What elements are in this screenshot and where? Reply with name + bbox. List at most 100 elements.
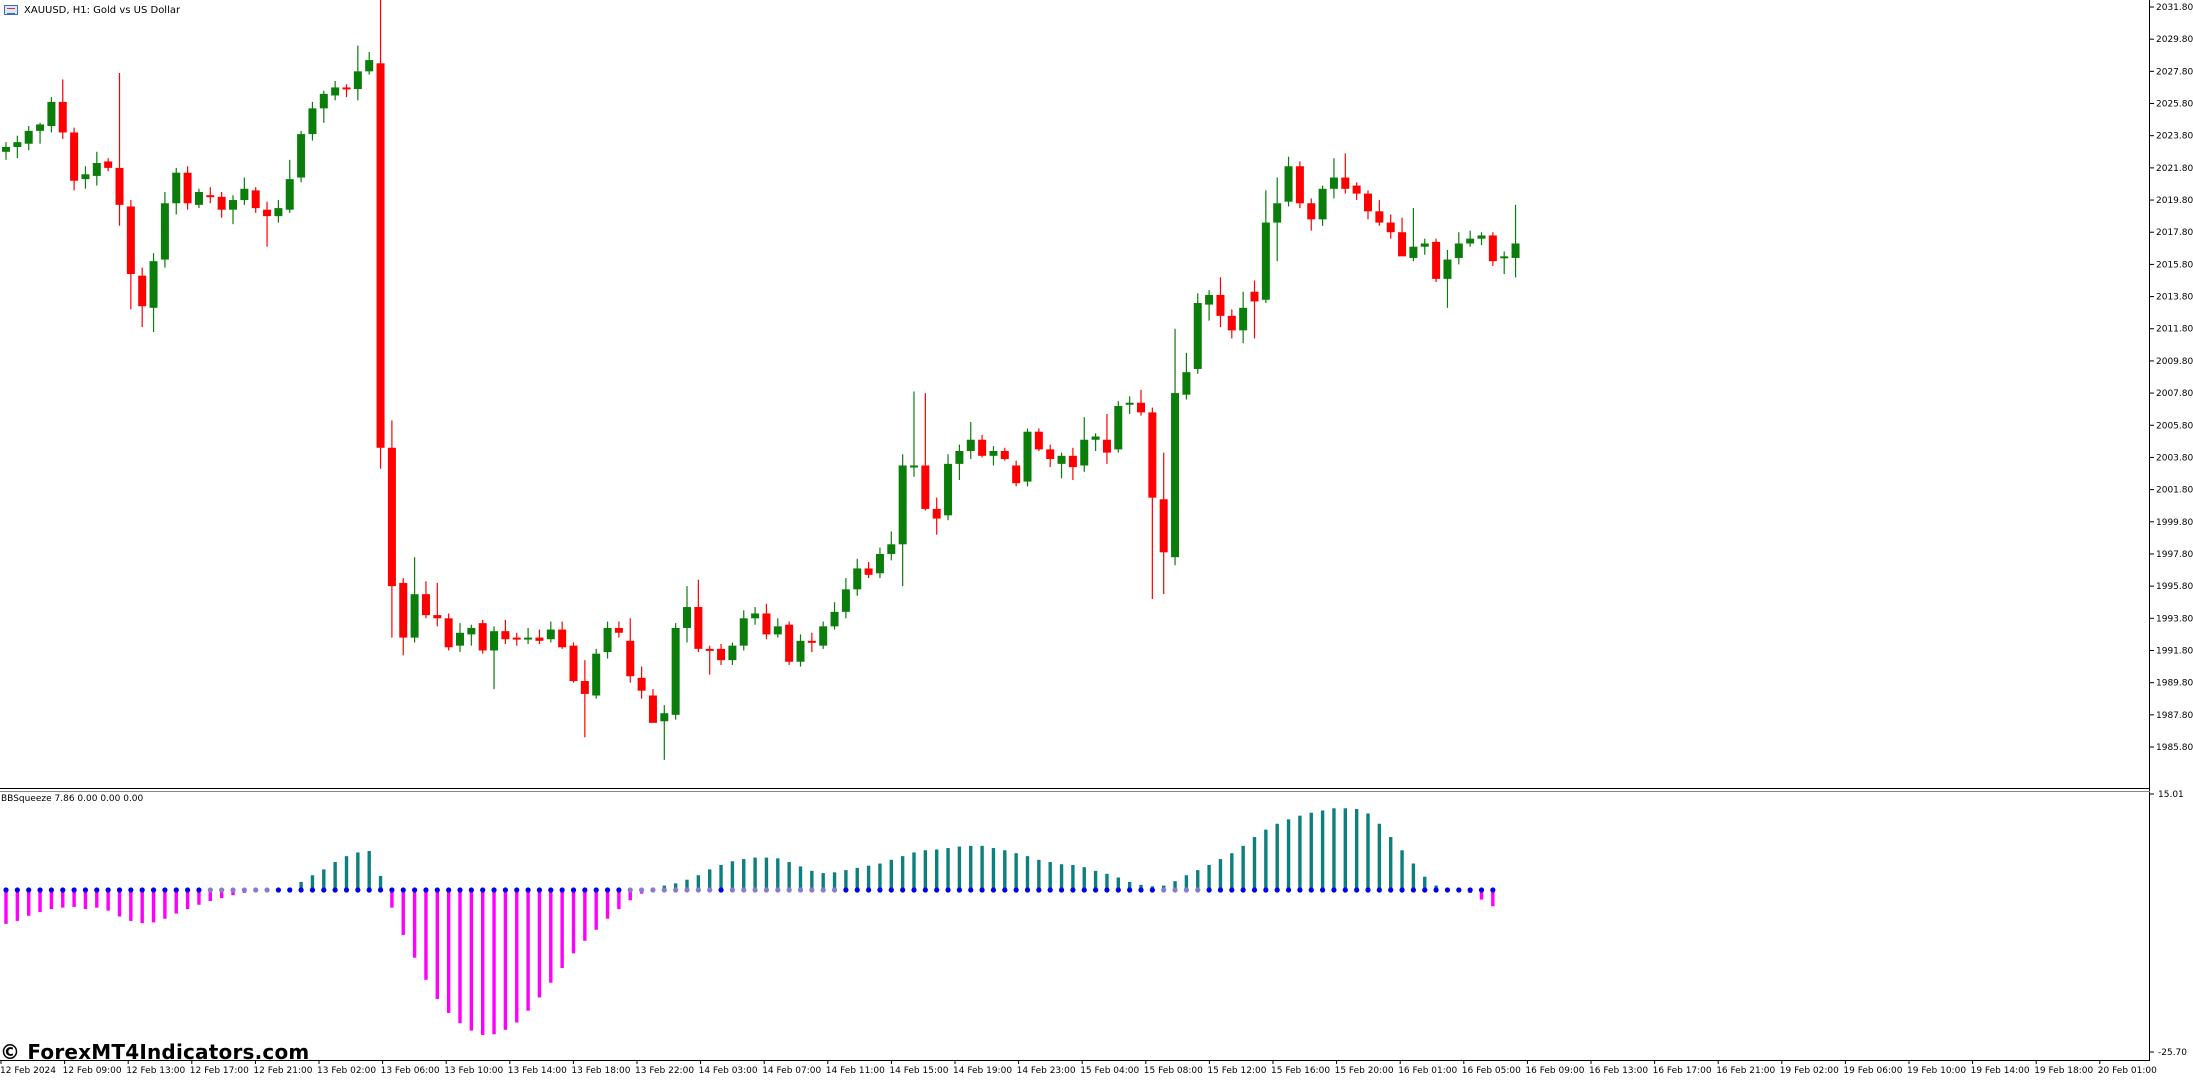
candle — [955, 444, 964, 480]
time-axis-label: 13 Feb 14:00 — [508, 1066, 567, 1076]
candle — [751, 607, 760, 625]
candle — [1477, 232, 1486, 246]
candle — [910, 391, 918, 477]
histogram-bar — [219, 890, 224, 899]
candle — [535, 629, 544, 645]
candle-body — [24, 130, 33, 144]
time-axis-label: 13 Feb 22:00 — [635, 1066, 694, 1076]
squeeze-dot — [1036, 887, 1042, 893]
histogram-bar — [1275, 823, 1279, 890]
squeeze-dot — [1274, 887, 1280, 893]
candle-body — [1318, 188, 1327, 220]
candle — [456, 623, 464, 653]
candle-body — [410, 594, 419, 638]
candle-body — [864, 568, 873, 575]
histogram-bar — [458, 890, 462, 1024]
squeeze-dot — [684, 887, 690, 893]
candle-body — [92, 163, 101, 176]
candle — [297, 130, 306, 183]
candle — [24, 126, 33, 151]
candle — [2, 142, 10, 160]
price-axis-label: 2031.80 — [2156, 3, 2193, 13]
candle-body — [138, 275, 147, 307]
candle — [841, 578, 850, 619]
histogram-bar — [1105, 873, 1109, 890]
histogram-bar — [685, 879, 689, 890]
candle — [580, 660, 589, 738]
price-axis-label: 2005.80 — [2156, 421, 2193, 431]
histogram-bar — [163, 890, 167, 919]
candle-body — [898, 465, 907, 545]
histogram-bar — [401, 890, 405, 935]
candle-body — [978, 439, 987, 456]
candle — [149, 253, 158, 332]
histogram-bar — [38, 890, 42, 913]
candle-body — [580, 681, 589, 694]
time-axis-label: 15 Feb 16:00 — [1271, 1066, 1330, 1076]
squeeze-dot — [639, 887, 645, 893]
squeeze-dot — [911, 887, 917, 893]
price-candles — [2, 0, 1520, 760]
candle — [1386, 214, 1395, 239]
squeeze-dot — [661, 887, 667, 893]
time-axis: 12 Feb 2024 12 Feb 09:00 12 Feb 13:00 12 Fe… — [0, 1060, 2157, 1076]
candle — [1091, 433, 1100, 451]
squeeze-dot — [888, 887, 894, 893]
candle — [660, 705, 669, 760]
squeeze-dot — [1229, 887, 1235, 893]
price-axis-label: 2009.80 — [2156, 357, 2193, 367]
candle-body — [853, 568, 862, 590]
candle-body — [274, 208, 283, 217]
squeeze-dot — [480, 887, 486, 893]
candle — [263, 201, 272, 247]
squeeze-dot — [14, 887, 20, 893]
histogram-bar — [4, 890, 8, 924]
candle-body — [58, 101, 67, 133]
candle-body — [807, 640, 816, 643]
histogram-bar — [764, 857, 769, 890]
histogram-bar — [1241, 845, 1245, 890]
histogram-bar — [1479, 890, 1484, 900]
squeeze-dot — [1467, 887, 1473, 893]
histogram-bar — [742, 859, 746, 890]
candle-body — [1409, 246, 1418, 258]
candle-body — [444, 618, 453, 648]
candle — [1295, 161, 1304, 209]
candle-body — [762, 613, 771, 635]
candle — [887, 531, 896, 561]
candle — [501, 619, 510, 645]
candle — [671, 623, 680, 720]
histogram-bar — [878, 863, 882, 890]
candle-body — [648, 695, 657, 723]
squeeze-dot — [400, 887, 406, 893]
time-axis-label: 16 Feb 21:00 — [1716, 1066, 1775, 1076]
candle — [1488, 232, 1497, 266]
squeeze-dot — [695, 887, 701, 893]
squeeze-dot — [241, 887, 247, 893]
squeeze-dot — [741, 887, 747, 893]
histogram-bar — [730, 861, 735, 890]
histogram-bar — [72, 890, 76, 907]
candle — [251, 187, 260, 213]
candle — [762, 603, 771, 640]
candle — [819, 621, 828, 649]
candle-body — [887, 544, 896, 554]
histogram-bar — [1332, 808, 1336, 890]
time-axis-label: 19 Feb 06:00 — [1843, 1066, 1902, 1076]
candle-body — [1193, 303, 1202, 369]
candle-body — [1023, 431, 1032, 482]
histogram-bar — [1252, 837, 1257, 890]
price-axis-label: 1991.80 — [2156, 646, 2193, 656]
candle-body — [478, 623, 487, 651]
squeeze-dot — [1183, 887, 1189, 893]
squeeze-dot — [162, 887, 168, 893]
time-axis-label: 12 Feb 13:00 — [126, 1066, 185, 1076]
squeeze-dot — [275, 887, 281, 893]
time-axis-label: 14 Feb 07:00 — [762, 1066, 821, 1076]
candle-body — [104, 161, 113, 168]
squeeze-dot — [491, 887, 497, 893]
histogram-bar — [605, 890, 610, 919]
candle — [115, 72, 124, 226]
